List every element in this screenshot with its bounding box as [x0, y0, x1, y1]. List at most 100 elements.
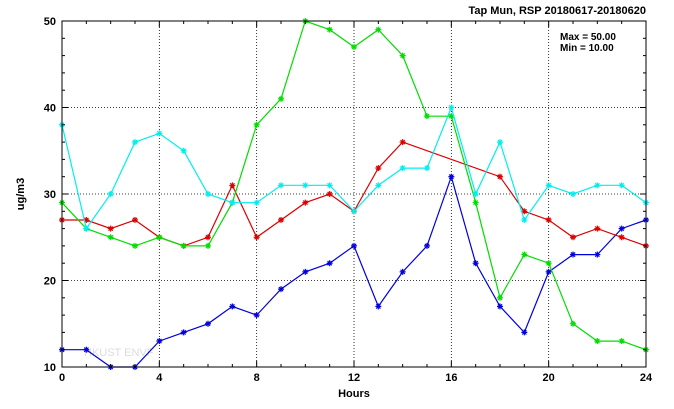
data-point [351, 242, 357, 249]
chart-title: Tap Mun, RSP 20180617-20180620 [468, 5, 646, 17]
series-line [62, 174, 647, 368]
grid-lines [62, 21, 646, 367]
data-point [375, 182, 382, 189]
data-point [424, 165, 430, 172]
data-point [229, 303, 236, 310]
data-point [399, 268, 406, 275]
data-point [618, 234, 625, 241]
x-tick-label: 16 [445, 372, 457, 384]
data-point [107, 234, 114, 241]
data-point [424, 113, 430, 120]
data-point [229, 182, 236, 189]
data-point [302, 182, 309, 189]
data-point [205, 242, 211, 249]
data-point [205, 191, 211, 197]
data-point [107, 191, 114, 197]
series-layer [59, 18, 649, 370]
data-point [302, 199, 309, 206]
x-tick-label: 24 [640, 372, 653, 384]
data-point [570, 234, 576, 241]
series-4 [59, 104, 649, 232]
data-point [253, 121, 260, 128]
data-point [545, 216, 552, 223]
data-point [132, 242, 138, 249]
data-point [618, 338, 625, 345]
axis-ticks [61, 20, 647, 368]
data-point [253, 312, 260, 319]
x-tick-label: 12 [348, 372, 360, 384]
data-point [278, 216, 284, 223]
x-axis-label: Hours [338, 388, 370, 400]
data-point [448, 104, 455, 111]
x-tick-label: 20 [543, 372, 555, 384]
series-1 [59, 173, 649, 370]
watermark: HKUST ENVF [84, 347, 154, 359]
data-point [278, 286, 284, 293]
data-point [107, 225, 114, 232]
data-point [497, 294, 503, 301]
data-point [448, 173, 455, 180]
data-point [472, 260, 479, 267]
y-tick-labels: 10 20 30 40 50 [44, 16, 56, 374]
min-label: Min = 10.00 [560, 43, 614, 54]
data-point [326, 191, 333, 197]
data-point [594, 182, 601, 189]
data-point [399, 165, 406, 172]
data-point [180, 242, 187, 249]
data-point [156, 338, 163, 345]
data-point [326, 26, 333, 33]
data-point [351, 43, 357, 50]
data-point [180, 329, 187, 336]
data-point [497, 173, 503, 180]
data-point [132, 216, 138, 223]
y-tick-label: 20 [44, 276, 56, 288]
data-point [229, 199, 236, 206]
data-point [278, 95, 284, 102]
data-point [521, 216, 528, 223]
data-point [375, 303, 382, 310]
data-point [278, 182, 284, 189]
data-point [570, 251, 576, 258]
data-point [570, 320, 576, 327]
data-point [424, 242, 430, 249]
data-point [570, 191, 576, 197]
data-point [521, 208, 528, 215]
data-point [132, 139, 138, 146]
data-point [375, 26, 382, 33]
data-point [205, 320, 211, 327]
data-point [326, 182, 333, 189]
data-point [521, 251, 528, 258]
data-point [180, 147, 187, 154]
data-point [156, 234, 163, 241]
data-point [253, 234, 260, 241]
x-tick-label: 0 [59, 372, 65, 384]
data-point [156, 130, 163, 137]
data-point [545, 260, 552, 267]
y-axis-label: ug/m3 [15, 178, 27, 210]
y-tick-label: 30 [44, 189, 56, 201]
data-point [399, 52, 406, 59]
data-point [594, 338, 601, 345]
series-3 [59, 18, 649, 353]
data-point [594, 251, 601, 258]
data-point [594, 225, 601, 232]
data-point [326, 260, 333, 267]
data-point [205, 234, 211, 241]
data-point [618, 225, 625, 232]
data-point [497, 139, 503, 146]
data-point [302, 268, 309, 275]
data-point [351, 208, 357, 215]
series-2 [59, 139, 649, 249]
x-tick-labels: 0 4 8 12 16 20 24 [59, 372, 653, 384]
data-point [472, 199, 479, 206]
x-tick-label: 4 [156, 372, 163, 384]
data-point [375, 165, 382, 172]
data-point [253, 199, 260, 206]
data-point [399, 139, 406, 146]
data-point [545, 182, 552, 189]
x-tick-label: 8 [254, 372, 260, 384]
max-label: Max = 50.00 [560, 32, 616, 43]
data-point [618, 182, 625, 189]
data-point [521, 329, 528, 336]
